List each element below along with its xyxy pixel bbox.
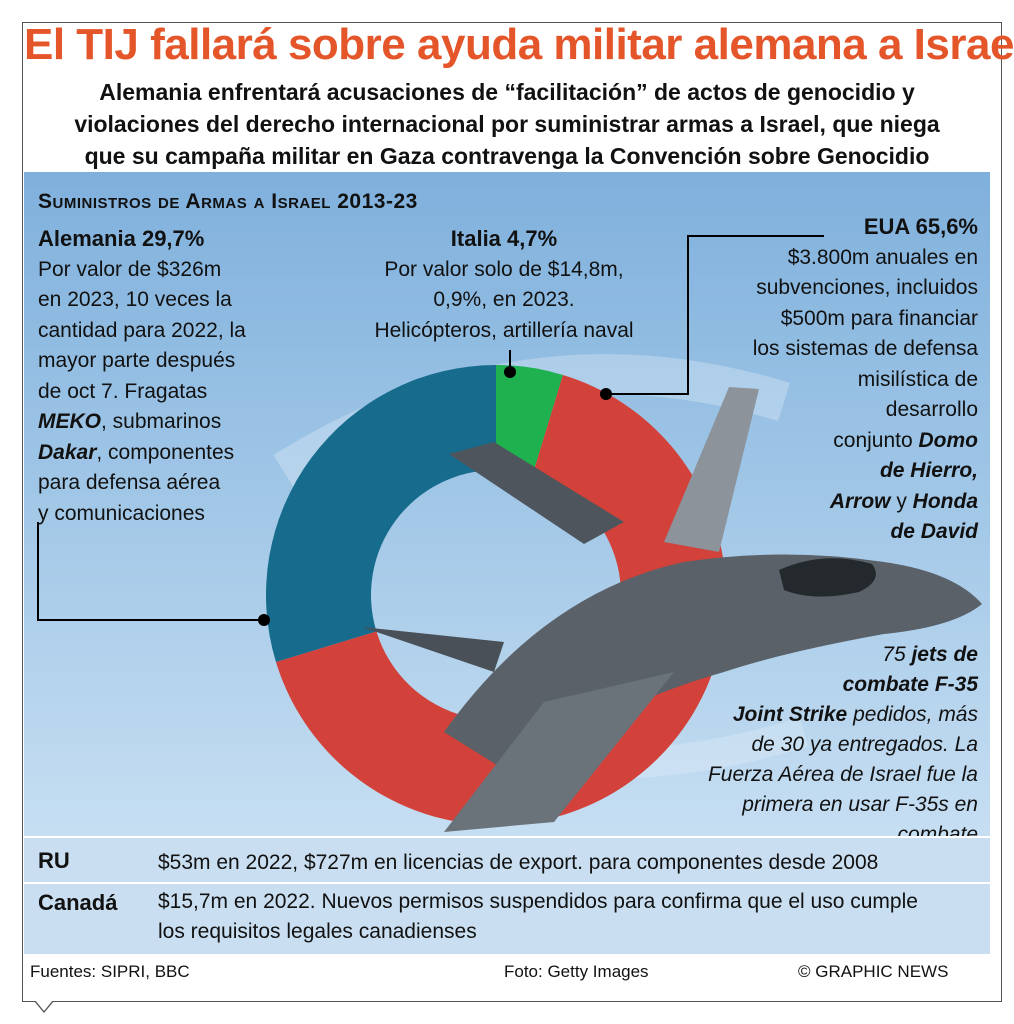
f35-text: pedidos, más bbox=[847, 703, 978, 726]
italy-text: Helicópteros, artillería naval bbox=[374, 318, 634, 342]
jet-wing-icon bbox=[664, 387, 759, 552]
germany-text: mayor parte después bbox=[38, 349, 236, 372]
f35-model: combate F-35 bbox=[842, 673, 978, 696]
italy-text: Por valor solo de $14,8m, bbox=[384, 257, 624, 281]
f35-jet-photo bbox=[362, 387, 982, 832]
f35-text: Fuerza Aérea de Israel fue la bbox=[707, 763, 978, 786]
italy-text: 0,9%, en 2023. bbox=[433, 288, 575, 311]
germany-text: para defensa aérea bbox=[38, 471, 221, 494]
germany-text: de oct 7. Fragatas bbox=[38, 379, 208, 403]
usa-text: y bbox=[890, 489, 913, 513]
uk-desc: $53m en 2022, $727m en licencias de expo… bbox=[158, 851, 879, 874]
canada-row: Canadá $15,7m en 2022. Nuevos permisos s… bbox=[24, 882, 990, 954]
usa-pct: 65,6% bbox=[915, 214, 978, 239]
donut-slice-italia bbox=[496, 365, 563, 476]
honda-label: Honda bbox=[912, 489, 978, 513]
meko-label: MEKO bbox=[38, 410, 101, 433]
germany-text: y comunicaciones bbox=[38, 501, 205, 525]
donut-slice-alemania bbox=[266, 365, 496, 662]
italy-name: Italia bbox=[450, 226, 501, 251]
usa-name: EUA bbox=[863, 214, 910, 239]
subtitle-line: que su campaña militar en Gaza contraven… bbox=[84, 143, 930, 169]
domo-label: Domo bbox=[918, 428, 979, 452]
usa-text: $3.800m anuales en bbox=[787, 245, 978, 269]
subtitle: Alemania enfrentará acusaciones de “faci… bbox=[24, 76, 990, 172]
germany-text: cantidad para 2022, la bbox=[38, 318, 246, 342]
usa-text: conjunto bbox=[833, 428, 919, 452]
germany-text: Por valor de $326m bbox=[38, 257, 222, 281]
germany-text: , submarinos bbox=[101, 410, 222, 433]
germany-leader-line bbox=[37, 522, 270, 626]
germany-pct: 29,7% bbox=[141, 226, 205, 251]
chart-title: Suministros de Armas a Israel 2013-23 bbox=[38, 190, 418, 213]
photo-credit: Foto: Getty Images bbox=[504, 962, 649, 981]
f35-jets: jets de bbox=[905, 643, 978, 666]
usa-text: los sistemas de defensa bbox=[752, 337, 978, 360]
usa-text: $500m para financiar bbox=[780, 306, 978, 330]
usa-text: desarrollo bbox=[885, 398, 978, 421]
arrow-label: Arrow bbox=[829, 489, 891, 513]
germany-text: , componentes bbox=[96, 440, 235, 464]
graphic-frame bbox=[22, 22, 1002, 1002]
de-hierro-label: de Hierro, bbox=[879, 459, 978, 482]
f35-text: primera en usar F-35s en combate bbox=[742, 793, 978, 836]
canada-country: Canadá bbox=[38, 890, 118, 915]
subtitle-line: violaciones del derecho internacional po… bbox=[74, 111, 940, 137]
usa-leader-line bbox=[600, 235, 824, 400]
germany-text: en 2023, 10 veces la bbox=[38, 288, 232, 311]
donut-chart bbox=[37, 235, 982, 832]
f35-text: de 30 ya entregados. La bbox=[751, 733, 978, 756]
agency-credit: © GRAPHIC NEWS bbox=[798, 962, 949, 981]
usa-text: misilística de bbox=[857, 367, 978, 391]
uk-row: RU $53m en 2022, $727m en licencias de e… bbox=[24, 836, 990, 884]
frame-notch-inner bbox=[35, 1000, 53, 1011]
germany-annotation: Alemania 29,7% Por valor de $326m en 202… bbox=[38, 224, 298, 529]
jet-stabilizer-icon bbox=[362, 627, 504, 672]
f35-count: 75 bbox=[882, 643, 906, 666]
usa-text: subvenciones, incluidos bbox=[756, 276, 978, 299]
f35-joint-strike: Joint Strike bbox=[732, 703, 848, 726]
de-david-label: de David bbox=[890, 520, 978, 543]
subtitle-line: Alemania enfrentará acusaciones de “faci… bbox=[99, 79, 915, 105]
dakar-label: Dakar bbox=[38, 440, 97, 464]
usa-annotation: EUA 65,6% $3.800m anuales en subvencione… bbox=[708, 212, 978, 548]
sources: Fuentes: SIPRI, BBC bbox=[30, 962, 190, 981]
jet-lower-wing-icon bbox=[444, 672, 674, 832]
jet-tail-icon bbox=[449, 442, 624, 544]
canada-desc: $15,7m en 2022. Nuevos permisos suspendi… bbox=[158, 890, 918, 943]
italy-pct: 4,7% bbox=[507, 226, 558, 251]
chart-panel: Suministros de Armas a Israel 2013-23 Al… bbox=[24, 172, 990, 836]
germany-name: Alemania bbox=[38, 226, 136, 251]
italy-leader-line bbox=[504, 350, 516, 378]
uk-country: RU bbox=[38, 848, 70, 873]
italy-annotation: Italia 4,7% Por valor solo de $14,8m, 0,… bbox=[354, 224, 654, 346]
f35-annotation: 75 jets de combate F-35 Joint Strike ped… bbox=[678, 640, 978, 836]
jet-canopy-icon bbox=[779, 558, 876, 597]
headline: El TIJ fallará sobre ayuda militar alema… bbox=[24, 20, 1014, 69]
